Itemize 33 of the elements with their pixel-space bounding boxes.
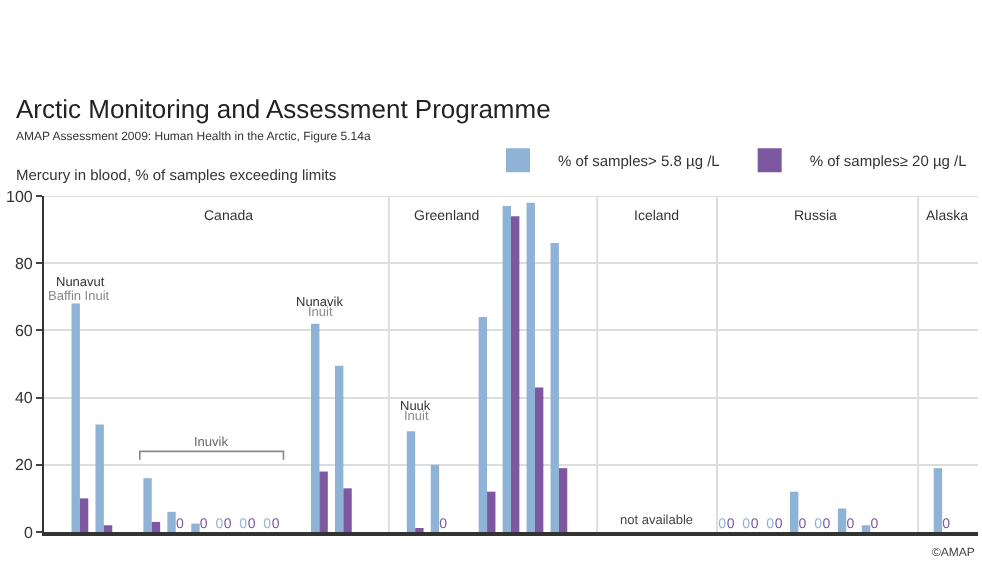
bar [406, 431, 416, 532]
bar [143, 478, 152, 532]
bar [837, 508, 847, 532]
bar [526, 202, 535, 532]
bar [558, 468, 568, 532]
y-tick-label: 20 [14, 456, 34, 475]
bar [502, 206, 511, 532]
bar [103, 525, 113, 532]
y-tick-label: 80 [14, 254, 34, 273]
y-tick-label: 100 [6, 187, 34, 206]
bar [167, 511, 176, 532]
y-tick-label: 0 [23, 523, 34, 542]
bar [151, 521, 161, 532]
bar [79, 498, 89, 532]
bar [511, 216, 520, 532]
bar [311, 323, 320, 532]
bar [487, 491, 496, 532]
bar [478, 316, 488, 532]
bar [430, 464, 440, 532]
bar [343, 488, 352, 532]
bar [319, 471, 328, 532]
bar [95, 424, 104, 532]
bar [334, 365, 344, 532]
bar [861, 525, 871, 532]
chart-title: Arctic Monitoring and Assessment Programme [16, 94, 551, 124]
bar [550, 243, 559, 532]
y-tick-label: 60 [14, 322, 34, 340]
bar [191, 523, 200, 532]
bar [71, 303, 80, 532]
bar [933, 468, 943, 532]
bar [534, 387, 544, 532]
bar [790, 491, 799, 532]
y-tick-label: 40 [14, 389, 34, 408]
